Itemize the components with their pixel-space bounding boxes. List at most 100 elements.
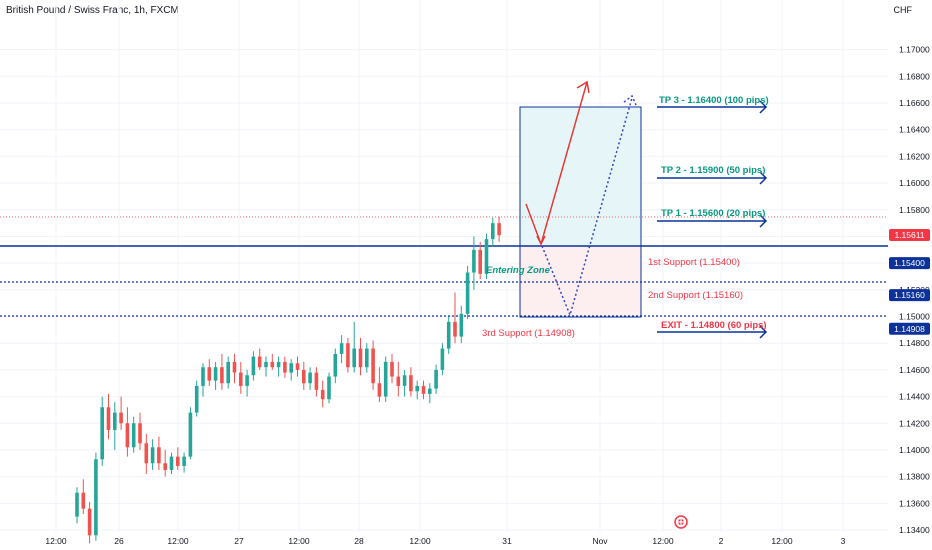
y-tick-label: 1.16200: [899, 151, 930, 161]
x-tick-label: 12:00: [288, 536, 310, 546]
time-axis[interactable]: 12:00 26 12:00 27 12:00 28 12:00 31 Nov 12:00 2 12:…: [45, 536, 845, 546]
candle-body: [446, 321, 451, 349]
y-tick-label: 1.16600: [899, 98, 930, 108]
price-tag-label: 1.15611: [894, 230, 924, 240]
tp1-arrow[interactable]: [657, 214, 768, 228]
candle-body: [453, 321, 457, 337]
profit-zone: [519, 106, 642, 247]
candle-body: [201, 367, 205, 386]
candle-body: [157, 447, 161, 464]
y-tick-label: 1.16400: [899, 125, 930, 135]
target-arrows: [657, 100, 768, 339]
exit-label: EXIT - 1.14800 (60 pips): [661, 320, 767, 331]
price-tag-label: 1.15160: [894, 290, 925, 300]
price-tag: [889, 322, 930, 335]
candle-body: [327, 376, 331, 400]
candle-body: [459, 313, 464, 337]
candle-body: [194, 385, 199, 413]
candle-body: [358, 348, 363, 368]
candle-body: [491, 223, 495, 240]
candle-body: [308, 372, 312, 384]
y-tick-label: 1.15000: [899, 312, 930, 322]
candle-body: [428, 388, 432, 394]
horizontal-levels: [0, 216, 888, 317]
candle-body: [434, 369, 438, 389]
candle-body: [207, 367, 212, 381]
bullish-target-arrowhead: [576, 80, 590, 94]
price-tag-label: 1.14908: [894, 324, 925, 334]
tp3-label: TP 3 - 1.16400 (100 pips): [659, 95, 769, 106]
candle-body: [390, 361, 394, 377]
y-tick-label: 1.14400: [899, 392, 930, 402]
price-tag-label: 1.15400: [894, 258, 925, 268]
price-tag: [889, 229, 930, 242]
candle-body: [232, 361, 237, 373]
y-tick-label: 1.16000: [899, 178, 930, 188]
candle-body: [87, 508, 92, 536]
projection-arrows: [525, 80, 637, 318]
x-tick-label: 12:00: [45, 536, 67, 546]
candle-body: [478, 249, 482, 274]
candle-body: [94, 459, 98, 536]
x-tick-label: 31: [502, 536, 512, 546]
y-tick-label: 1.13800: [899, 472, 930, 482]
replay-icon[interactable]: [674, 515, 688, 529]
candle-body: [484, 239, 489, 274]
candle-body: [402, 375, 407, 386]
x-tick-label: 28: [354, 536, 364, 546]
price-tag: [889, 289, 930, 302]
candle-body: [302, 369, 306, 384]
candle-body: [188, 412, 193, 457]
x-tick-label: 2: [719, 536, 724, 546]
candle-body: [409, 375, 413, 392]
support-1-label: 1st Support (1.15400): [648, 257, 740, 268]
candle-body: [421, 385, 426, 394]
candle-body: [106, 407, 111, 430]
x-tick-label: 26: [114, 536, 124, 546]
x-tick-label: 12:00: [771, 536, 793, 546]
y-tick-label: 1.14200: [899, 418, 930, 428]
tp1-label: TP 1 - 1.15600 (20 pips): [661, 208, 765, 219]
candle-body: [270, 361, 275, 368]
x-tick-label: 12:00: [652, 536, 674, 546]
candle-body: [352, 348, 356, 368]
y-tick-label: 1.13600: [899, 498, 930, 508]
tp2-arrow[interactable]: [657, 171, 768, 185]
candle-body: [295, 363, 300, 370]
candle-body: [226, 361, 230, 384]
candle-body: [163, 463, 167, 470]
candle-body: [150, 447, 155, 464]
candle-body: [472, 249, 476, 273]
entering-zone-label: Entering Zone: [486, 265, 551, 276]
candle-body: [289, 363, 293, 373]
price-tags: 1.15611 1.15400 1.15160 1.14908: [889, 229, 930, 335]
tp2-label: TP 2 - 1.15900 (50 pips): [661, 165, 765, 176]
candle-body: [119, 412, 123, 424]
tp3-arrow[interactable]: [657, 100, 768, 114]
exit-arrow[interactable]: [657, 325, 768, 339]
y-tick-label: 1.16800: [899, 71, 930, 81]
candle-body: [131, 423, 136, 448]
candle-body: [440, 348, 445, 370]
x-tick-label: Nov: [592, 536, 608, 546]
x-tick-label: 27: [234, 536, 244, 546]
candle-body: [257, 356, 262, 368]
candle-body: [497, 223, 501, 236]
candle-body: [276, 361, 281, 368]
candle-body: [383, 361, 388, 397]
candle-body: [396, 376, 401, 386]
support-2-label: 2nd Support (1.15160): [648, 290, 743, 301]
candle-body: [346, 343, 350, 368]
candle-body: [213, 367, 218, 381]
candle-body: [182, 456, 186, 466]
y-tick-label: 1.15800: [899, 205, 930, 215]
candle-body: [125, 423, 130, 448]
candle-body: [320, 389, 325, 400]
candle-body: [339, 343, 344, 354]
x-tick-label: 12:00: [409, 536, 431, 546]
candle-body: [169, 456, 174, 470]
candle-body: [138, 423, 142, 444]
currency-label: CHF: [893, 5, 913, 15]
y-tick-label: 1.14000: [899, 445, 930, 455]
